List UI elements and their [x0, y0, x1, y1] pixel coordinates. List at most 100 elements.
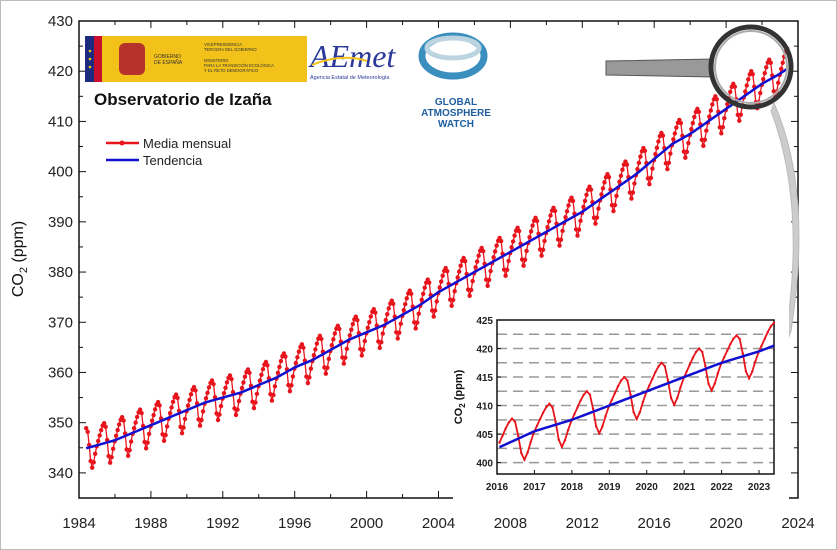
inset-monthly-point	[654, 370, 657, 374]
monthly-mean-point	[380, 331, 385, 336]
svg-text:MINISTERIO: MINISTERIO	[204, 58, 229, 63]
monthly-mean-point	[462, 258, 468, 264]
monthly-mean-point	[367, 319, 372, 325]
monthly-mean-point	[732, 84, 737, 89]
monthly-mean-point	[245, 367, 251, 372]
monthly-mean-point	[522, 257, 528, 263]
inset-monthly-point	[504, 427, 507, 430]
inset-monthly-point	[535, 424, 539, 428]
inset-monthly-point	[760, 344, 763, 348]
chart-title: Observatorio de Izaña	[94, 90, 272, 109]
monthly-mean-point	[630, 190, 636, 195]
monthly-mean-point	[509, 245, 514, 250]
monthly-mean-point	[728, 89, 733, 95]
monthly-mean-point	[762, 71, 767, 76]
monthly-mean-point	[696, 109, 702, 115]
monthly-mean-point	[109, 455, 114, 460]
svg-text:Y EL RETO DEMOGRÁFICO: Y EL RETO DEMOGRÁFICO	[204, 68, 259, 73]
monthly-mean-point	[289, 383, 294, 388]
monthly-mean-point	[175, 395, 180, 401]
monthly-mean-point	[361, 347, 366, 352]
monthly-mean-point	[540, 247, 546, 252]
monthly-mean-point	[254, 391, 260, 397]
monthly-mean-point	[343, 355, 348, 360]
monthly-mean-point	[103, 424, 108, 429]
monthly-mean-point	[692, 114, 697, 120]
monthly-mean-point	[355, 317, 360, 323]
monthly-mean-point	[431, 314, 436, 319]
monthly-mean-point	[203, 396, 209, 401]
inset-monthly-point	[772, 321, 776, 325]
monthly-mean-point	[149, 418, 155, 423]
monthly-mean-point	[413, 326, 418, 331]
monthly-mean-point	[395, 336, 400, 341]
monthly-mean-point	[233, 412, 239, 418]
monthly-mean-point	[353, 314, 359, 319]
inset-monthly-point	[538, 418, 542, 421]
inset-monthly-point	[510, 417, 514, 420]
monthly-mean-point	[164, 424, 170, 429]
inset-monthly-point	[676, 396, 679, 400]
monthly-mean-point	[545, 224, 550, 230]
monthly-mean-point	[368, 314, 373, 319]
inset-monthly-point	[498, 441, 501, 444]
monthly-mean-point	[654, 145, 660, 150]
monthly-mean-point	[528, 229, 534, 234]
monthly-mean-point	[197, 423, 203, 428]
monthly-mean-point	[398, 321, 403, 326]
monthly-mean-point	[359, 353, 365, 358]
monthly-mean-point	[290, 374, 296, 379]
monthly-mean-point	[278, 358, 284, 364]
monthly-mean-point	[650, 166, 655, 171]
inset-trend-line	[498, 344, 775, 449]
monthly-mean-point	[193, 388, 198, 393]
monthly-mean-point	[434, 299, 439, 304]
monthly-mean-point	[215, 417, 221, 423]
monthly-mean-point	[403, 301, 408, 307]
svg-text:TERCERA DEL GOBIERNO: TERCERA DEL GOBIERNO	[204, 47, 257, 52]
monthly-mean-point	[95, 438, 101, 444]
monthly-mean-point	[534, 218, 540, 224]
inset-monthly-point	[648, 384, 651, 387]
monthly-mean-point	[365, 325, 370, 330]
inset-y-tick-label: 415	[476, 373, 493, 384]
monthly-mean-point	[678, 120, 684, 126]
inset-monthly-point	[576, 406, 579, 409]
monthly-mean-point	[206, 385, 212, 390]
gobierno-text: GOBIERNO	[154, 54, 181, 60]
inset-monthly-point	[526, 451, 529, 454]
monthly-mean-point	[293, 360, 299, 366]
monthly-mean-point	[450, 297, 456, 303]
inset-x-tick-label: 2021	[673, 482, 696, 493]
monthly-mean-point	[251, 405, 257, 411]
monthly-mean-point	[512, 233, 517, 238]
monthly-mean-point	[660, 133, 666, 138]
monthly-mean-point	[313, 347, 318, 352]
inset-monthly-point	[601, 425, 604, 428]
monthly-mean-point	[277, 364, 282, 370]
monthly-mean-point	[776, 80, 781, 85]
inset-monthly-point	[513, 420, 517, 424]
x-tick-label: 2000	[350, 515, 383, 532]
inset-y-tick-label: 405	[476, 430, 493, 441]
monthly-mean-point	[401, 307, 406, 313]
monthly-mean-point	[437, 285, 442, 290]
monthly-mean-point	[113, 433, 119, 438]
inset-monthly-point	[669, 396, 673, 400]
monthly-mean-point	[666, 160, 672, 166]
monthly-mean-point	[433, 308, 438, 313]
monthly-mean-point	[269, 398, 275, 403]
monthly-mean-point	[305, 380, 311, 386]
monthly-mean-point	[97, 433, 102, 438]
monthly-mean-point	[686, 140, 691, 146]
inset-monthly-point	[613, 391, 617, 395]
monthly-mean-point	[89, 465, 95, 470]
x-tick-label: 2016	[638, 515, 671, 532]
inset-monthly-point	[566, 428, 570, 432]
monthly-mean-point	[191, 384, 197, 390]
monthly-mean-point	[542, 238, 547, 244]
monthly-mean-point	[287, 389, 293, 394]
monthly-mean-point	[119, 414, 125, 420]
inset-monthly-point	[729, 342, 732, 346]
